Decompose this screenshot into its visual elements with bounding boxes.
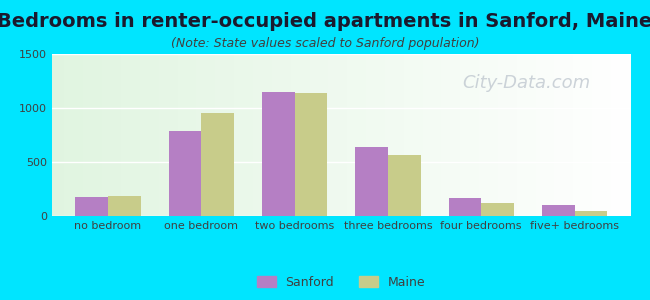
- Text: City-Data.com: City-Data.com: [462, 74, 590, 92]
- Text: (Note: State values scaled to Sanford population): (Note: State values scaled to Sanford po…: [171, 38, 479, 50]
- Text: Bedrooms in renter-occupied apartments in Sanford, Maine: Bedrooms in renter-occupied apartments i…: [0, 12, 650, 31]
- Bar: [542, 205, 575, 216]
- Bar: [75, 197, 108, 216]
- Bar: [294, 93, 327, 216]
- Bar: [448, 198, 481, 216]
- Bar: [262, 92, 294, 216]
- Bar: [575, 211, 607, 216]
- Legend: Sanford, Maine: Sanford, Maine: [252, 271, 430, 294]
- Bar: [481, 203, 514, 216]
- Bar: [356, 147, 388, 216]
- Bar: [168, 131, 202, 216]
- Bar: [388, 155, 421, 216]
- Bar: [202, 113, 234, 216]
- Bar: [108, 196, 140, 216]
